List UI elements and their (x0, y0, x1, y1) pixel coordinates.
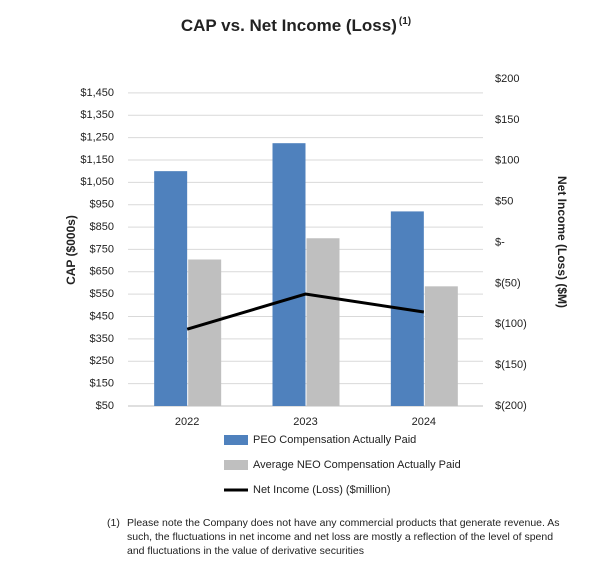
y-tick-label: $1,450 (80, 87, 114, 99)
chart: CAP vs. Net Income (Loss) (1) CAP ($000s)… (64, 16, 569, 496)
y-tick-label: $250 (90, 355, 114, 367)
y-tick-label: $350 (90, 333, 114, 345)
bar (306, 238, 340, 406)
bar (424, 286, 458, 406)
x-tick-label: 2024 (412, 416, 436, 428)
chart-title: CAP vs. Net Income (Loss) (1) (181, 16, 411, 36)
y2-tick-label: $(50) (495, 277, 521, 289)
line-series (186, 292, 425, 331)
y-tick-label: $150 (90, 378, 114, 390)
y-tick-label: $650 (90, 266, 114, 278)
y-axis-label: CAP ($000s) (64, 215, 78, 285)
legend-label: Net Income (Loss) ($million) (253, 484, 391, 496)
y-tick-label: $850 (90, 221, 114, 233)
x-tick-label: 2023 (293, 416, 317, 428)
footnote: (1) Please note the Company does not hav… (107, 516, 567, 558)
bar (188, 259, 222, 406)
y-tick-label: $950 (90, 199, 114, 211)
legend-label: Average NEO Compensation Actually Paid (253, 459, 461, 471)
y2-tick-label: $50 (495, 196, 513, 208)
y2-tick-label: $200 (495, 73, 519, 85)
y-tick-label: $450 (90, 310, 114, 322)
legend-swatch (224, 460, 248, 470)
y-tick-label: $550 (90, 288, 114, 300)
y2-tick-label: $(100) (495, 318, 527, 330)
y2-tick-label: $- (495, 236, 505, 248)
y2-tick-label: $(200) (495, 400, 527, 412)
y-tick-label: $750 (90, 243, 114, 255)
y-tick-label: $1,150 (80, 154, 114, 166)
footnote-marker: (1) (107, 517, 120, 529)
title-note: (1) (399, 16, 411, 27)
title-text: CAP vs. Net Income (Loss) (181, 16, 397, 35)
y-tick-label: $1,250 (80, 132, 114, 144)
y-tick-label: $1,050 (80, 176, 114, 188)
y-tick-label: $1,350 (80, 109, 114, 121)
legend-label: PEO Compensation Actually Paid (253, 434, 416, 446)
y-tick-label: $50 (96, 400, 114, 412)
bar (154, 171, 188, 406)
y2-tick-label: $150 (495, 114, 519, 126)
y2-axis-label: Net Income (Loss) ($M) (555, 176, 569, 308)
x-tick-label: 2022 (175, 416, 199, 428)
bar (272, 143, 306, 406)
footnote-text: Please note the Company does not have an… (127, 517, 560, 557)
y2-tick-label: $(150) (495, 359, 527, 371)
y2-tick-label: $100 (495, 155, 519, 167)
legend-swatch (224, 435, 248, 445)
